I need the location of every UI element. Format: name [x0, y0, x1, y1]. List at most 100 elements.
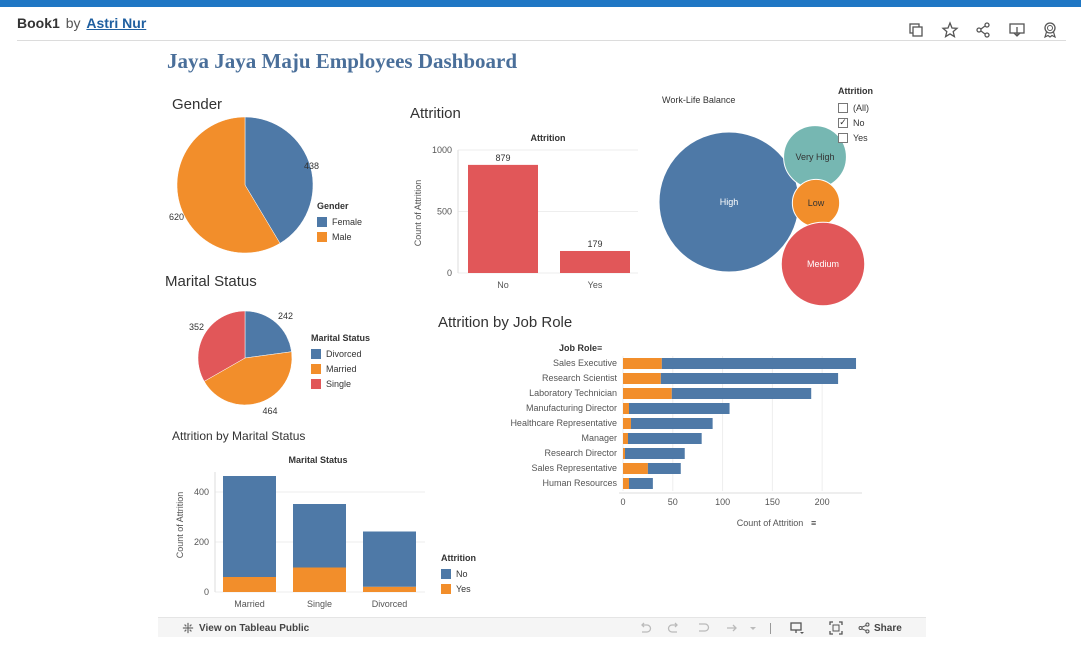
- share-button[interactable]: Share: [858, 622, 902, 634]
- bar-segment-yes[interactable]: [223, 577, 276, 592]
- download-icon[interactable]: [1008, 21, 1026, 39]
- gender-legend-male[interactable]: Male: [317, 229, 362, 244]
- device-layout-icon[interactable]: [790, 621, 804, 635]
- bar-segment-yes[interactable]: [623, 433, 628, 444]
- badge-icon[interactable]: [1041, 21, 1059, 39]
- bar-segment-no[interactable]: [660, 373, 839, 384]
- undo-icon[interactable]: [638, 621, 652, 635]
- legend-swatch: [441, 583, 451, 594]
- bar-segment-no[interactable]: [627, 433, 702, 444]
- fullscreen-icon[interactable]: [829, 621, 843, 635]
- pie-slice-female[interactable]: [244, 116, 314, 244]
- legend-swatch: [317, 216, 327, 227]
- marital-legend-divorced[interactable]: Divorced: [311, 346, 370, 361]
- bar-segment-no[interactable]: [671, 388, 812, 399]
- legend-label: Married: [326, 363, 357, 374]
- y-tick-label: Research Scientist: [542, 373, 618, 383]
- checkbox[interactable]: [838, 102, 848, 113]
- legend-label: No: [456, 568, 468, 579]
- bar-segment-yes[interactable]: [623, 478, 629, 489]
- revert-icon[interactable]: [696, 621, 710, 635]
- bar-segment-no[interactable]: [223, 476, 276, 577]
- y-tick-label: Manager: [581, 433, 617, 443]
- x-tick-label: No: [497, 280, 509, 290]
- checkbox[interactable]: [838, 132, 848, 143]
- marital-title: Marital Status: [165, 273, 257, 290]
- y-tick-label: Laboratory Technician: [529, 388, 617, 398]
- bar-segment-no[interactable]: [628, 478, 653, 489]
- x-tick-label: Single: [307, 599, 332, 609]
- bar-segment-yes[interactable]: [623, 463, 648, 474]
- attrition-legend: Attrition No Yes: [441, 553, 476, 596]
- bar-segment-yes[interactable]: [623, 403, 629, 414]
- attrition-bar-chart[interactable]: Attrition 0 500 1000 Count of Attrition 879 No…: [410, 128, 645, 293]
- y-tick-label: 1000: [432, 145, 452, 155]
- legend-swatch: [317, 231, 327, 242]
- bar-segment-no[interactable]: [630, 418, 713, 429]
- pie-value-label: 242: [278, 311, 293, 321]
- filter-option-no[interactable]: ✓ No: [838, 115, 873, 130]
- marital-legend-title: Marital Status: [311, 333, 371, 343]
- filter-option-all[interactable]: (All): [838, 100, 873, 115]
- view-on-tableau-button[interactable]: View on Tableau Public: [182, 622, 309, 634]
- marital-legend: Marital Status Divorced Married Single: [311, 333, 370, 391]
- bar-yes[interactable]: [560, 250, 630, 273]
- marital-pie-chart[interactable]: 242 464 352: [180, 300, 305, 420]
- pie-value-label: 438: [304, 161, 319, 171]
- gender-legend-female[interactable]: Female: [317, 214, 362, 229]
- legend-swatch: [441, 568, 451, 579]
- y-tick-label: Healthcare Representative: [510, 418, 617, 428]
- pie-slice-single[interactable]: [197, 310, 246, 382]
- bar-segment-no[interactable]: [293, 504, 346, 568]
- bar-segment-no[interactable]: [647, 463, 681, 474]
- bar-segment-yes[interactable]: [623, 388, 672, 399]
- worklife-title: Work-Life Balance: [662, 95, 736, 105]
- attrition-legend-no[interactable]: No: [441, 566, 476, 581]
- sort-icon: ≡: [597, 343, 602, 353]
- attrition-title: Attrition: [410, 105, 461, 122]
- attrition-legend-yes[interactable]: Yes: [441, 581, 476, 596]
- y-tick-label: 0: [204, 587, 209, 597]
- bar-segment-no[interactable]: [628, 403, 730, 414]
- by-label: by: [65, 15, 81, 31]
- bar-segment-yes[interactable]: [623, 358, 662, 369]
- author-link[interactable]: Astri Nur: [86, 15, 147, 31]
- marital-legend-single[interactable]: Single: [311, 376, 370, 391]
- bar-segment-no[interactable]: [661, 358, 857, 369]
- bar-no[interactable]: [468, 164, 538, 273]
- share-icon[interactable]: [974, 21, 992, 39]
- gender-pie-chart[interactable]: 438 620: [169, 115, 320, 265]
- bar-segment-no[interactable]: [624, 448, 685, 459]
- marital-legend-married[interactable]: Married: [311, 361, 370, 376]
- bar-segment-no[interactable]: [363, 531, 416, 587]
- bar-segment-yes[interactable]: [623, 418, 631, 429]
- redo-icon[interactable]: [667, 621, 681, 635]
- bar-segment-yes[interactable]: [293, 567, 346, 593]
- sort-icon: ≡: [811, 518, 816, 528]
- refresh-dropdown-icon[interactable]: [746, 621, 760, 635]
- attrition-filter: Attrition (All) ✓ No Yes: [838, 86, 873, 145]
- workbook-name: Book1: [17, 15, 60, 31]
- bar-value-label: 879: [495, 153, 510, 163]
- pie-slice-divorced[interactable]: [244, 310, 292, 359]
- pie-slice-male[interactable]: [176, 116, 281, 254]
- bar-segment-yes[interactable]: [623, 448, 625, 459]
- star-icon[interactable]: [941, 21, 959, 39]
- filter-option-label: Yes: [853, 132, 868, 143]
- bar-segment-yes[interactable]: [363, 586, 416, 592]
- bubble-medium[interactable]: [780, 221, 866, 307]
- filter-option-yes[interactable]: Yes: [838, 130, 873, 145]
- pie-slice-married[interactable]: [203, 351, 293, 406]
- legend-label: Single: [326, 378, 352, 389]
- duplicate-icon[interactable]: [907, 21, 925, 39]
- bar-segment-yes[interactable]: [623, 373, 661, 384]
- checkbox[interactable]: ✓: [838, 117, 848, 128]
- share-icon: [858, 622, 870, 634]
- marital-attrition-bar-chart[interactable]: Marital Status 0 200 400 Count of Attrition M…: [170, 450, 430, 615]
- worklife-bubble-chart[interactable]: High Very High Low Medium: [655, 110, 870, 310]
- refresh-icon[interactable]: [725, 621, 739, 635]
- y-tick-label: 200: [194, 537, 209, 547]
- jobrole-header: Job Role: [559, 343, 597, 353]
- y-tick-label: 500: [437, 207, 452, 217]
